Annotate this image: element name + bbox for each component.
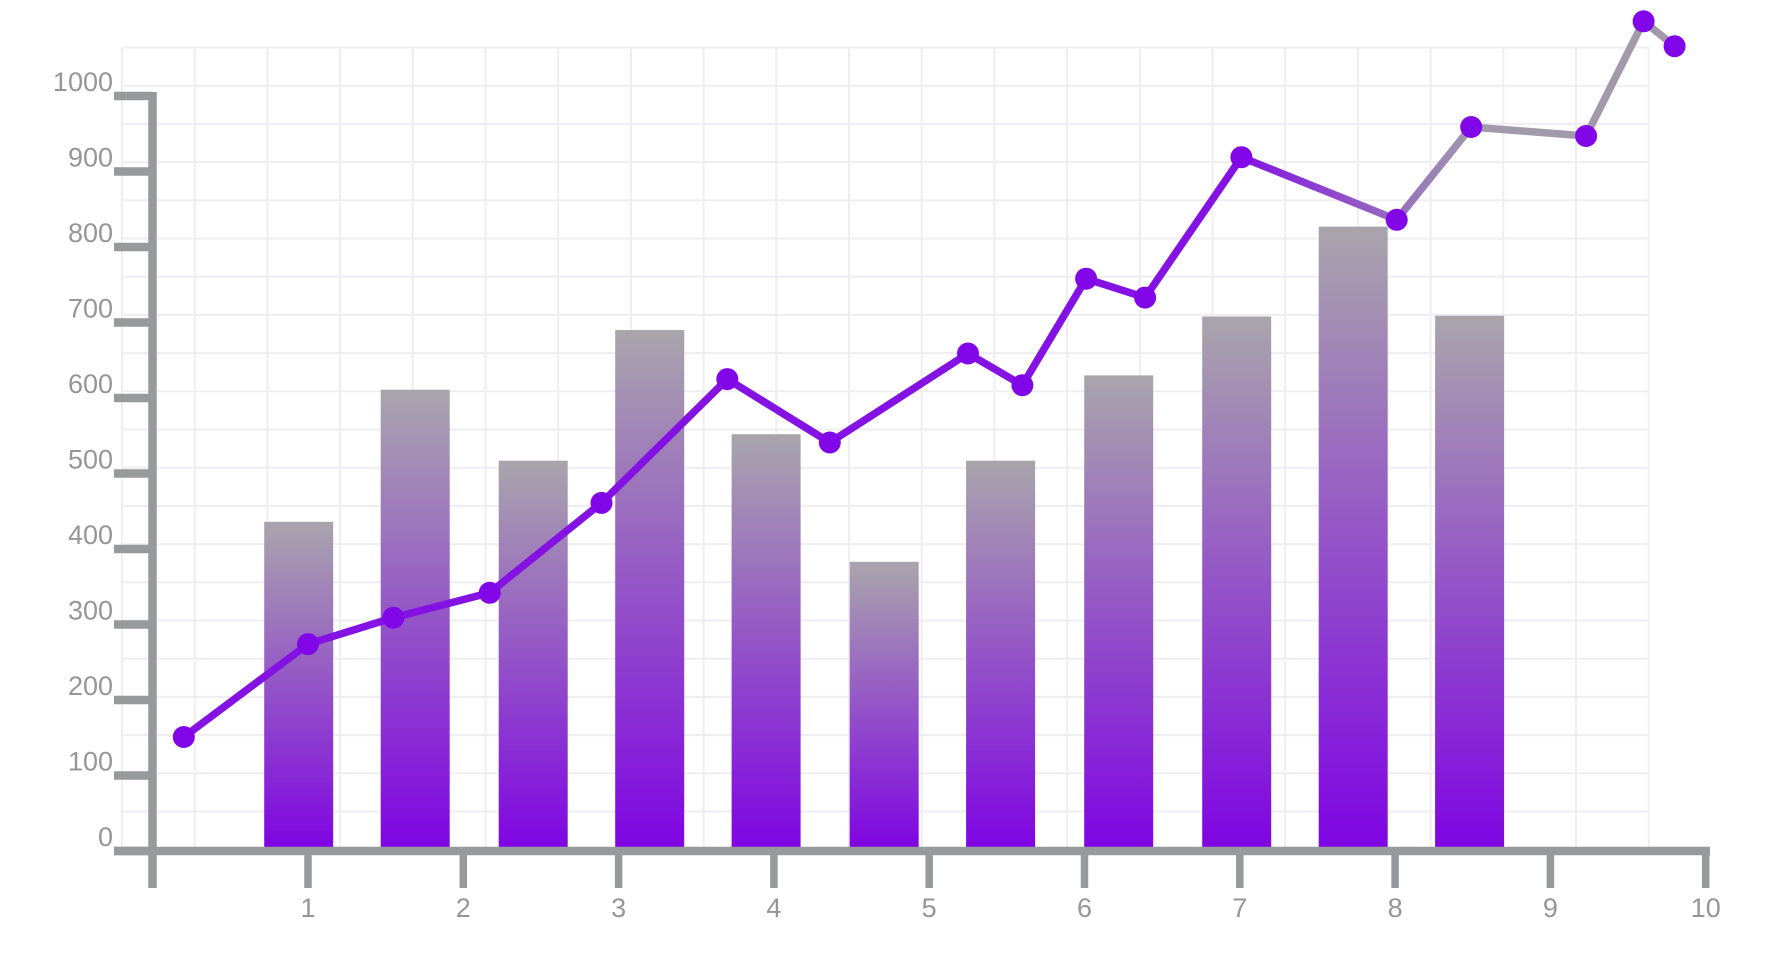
data-point-marker — [818, 431, 841, 454]
data-point-marker — [382, 606, 405, 629]
y-tick-label: 1000 — [53, 67, 113, 97]
x-tick-label: 8 — [1388, 893, 1403, 923]
bars-group — [264, 226, 1505, 850]
bar — [849, 561, 919, 849]
y-tick-label: 400 — [68, 520, 113, 550]
x-tick-label: 10 — [1691, 893, 1721, 923]
bar — [1202, 316, 1272, 849]
x-tick-label: 4 — [766, 893, 781, 923]
data-point-marker — [172, 726, 195, 748]
y-tick-label: 500 — [68, 445, 113, 475]
y-tick-label: 0 — [98, 822, 113, 852]
bar — [1435, 315, 1505, 849]
data-point-marker — [716, 368, 739, 391]
data-point-marker — [1663, 35, 1686, 58]
x-tick-label: 7 — [1232, 893, 1247, 923]
data-point-marker — [1575, 125, 1598, 147]
axes-group: 0 100 200 300 400 500 600 700 800 900 1000 1 2 3 4 5 6 7 8… — [53, 67, 1721, 923]
data-point-marker — [1075, 267, 1098, 290]
y-tick-label: 900 — [68, 143, 113, 173]
data-point-marker — [590, 491, 613, 514]
data-point-marker — [1230, 146, 1253, 169]
bar — [731, 434, 801, 849]
x-tick-label: 6 — [1077, 893, 1092, 923]
x-tick-label: 2 — [456, 893, 471, 923]
bar — [498, 460, 568, 849]
bar — [615, 330, 685, 849]
x-tick-label: 5 — [922, 893, 937, 923]
y-tick-label: 800 — [68, 218, 113, 248]
data-point-marker — [1385, 208, 1408, 231]
markers-group — [172, 10, 1686, 748]
data-point-marker — [478, 581, 501, 604]
x-tick-label: 9 — [1543, 893, 1558, 923]
bar — [966, 460, 1036, 849]
y-tick-label: 300 — [68, 596, 113, 626]
x-tick-label: 1 — [300, 893, 315, 923]
data-point-marker — [957, 342, 979, 365]
y-tick-label: 100 — [68, 747, 113, 777]
bar — [1318, 226, 1388, 850]
data-point-marker — [297, 633, 319, 656]
data-point-marker — [1460, 116, 1483, 138]
data-point-marker — [1011, 374, 1034, 397]
data-point-marker — [1632, 10, 1655, 33]
x-tick-label: 3 — [611, 893, 626, 923]
y-tick-label: 700 — [68, 294, 113, 324]
y-tick-label: 600 — [68, 369, 113, 399]
bar — [264, 521, 334, 849]
y-tick-label: 200 — [68, 671, 113, 701]
data-point-marker — [1134, 286, 1157, 309]
bar — [1084, 375, 1154, 849]
